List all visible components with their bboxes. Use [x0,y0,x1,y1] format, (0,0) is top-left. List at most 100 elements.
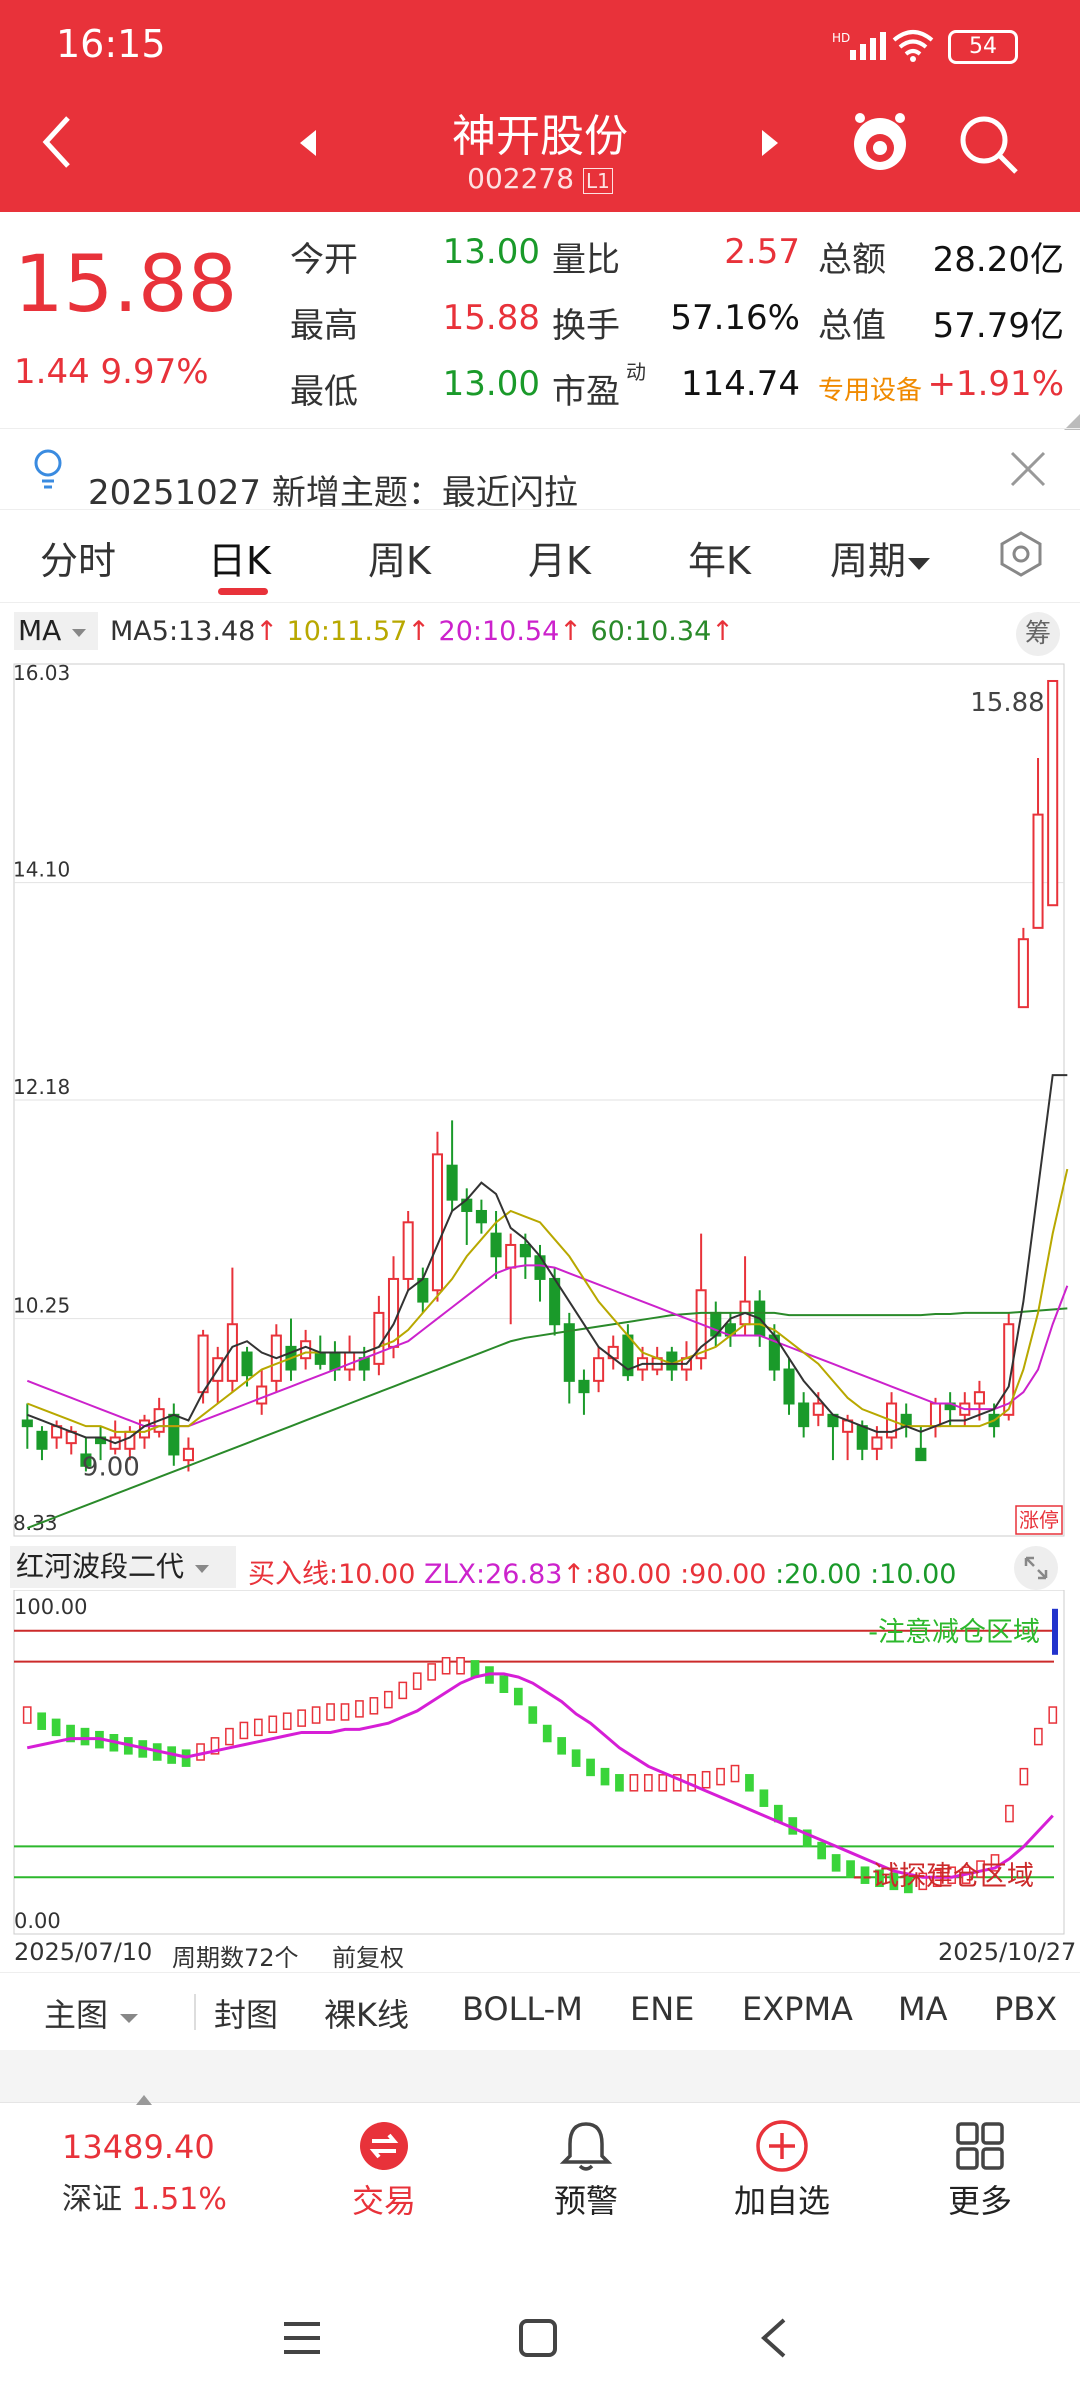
content-divider [0,2050,1080,2102]
wave-bar [875,1869,884,1888]
mascot-icon[interactable] [848,108,912,178]
bell-icon[interactable] [558,2118,614,2174]
toolbar-pbx[interactable]: PBX [994,1990,1058,2028]
wave-bar [802,1829,812,1847]
sub-indicator-values: 买入线:10.00 ZLX:26.83↑:80.00 :90.00 :20.00… [248,1559,957,1590]
main-chart-selector[interactable]: 主图 [44,1990,140,2036]
y-tick-label: 16.03 [13,661,70,685]
wifi-icon [890,28,936,64]
candle-body [387,1277,400,1348]
wave-bar [427,1663,437,1681]
wave-bar [860,1866,870,1884]
toolbar-naked-k[interactable]: 裸K线 [324,1996,409,2034]
stock-title: 神开股份 [452,111,628,162]
toolbar-seal-chart[interactable]: 封图 [214,1996,279,2034]
wave-bar [398,1681,408,1700]
wave-bar [210,1737,220,1755]
expand-icon[interactable] [1014,1546,1058,1590]
candle-body [915,1447,927,1462]
quote-label: 今开 [290,240,358,280]
quote-label: 量比 [552,240,620,280]
active-tab-indicator [218,588,268,595]
chip-distribution-button[interactable]: 筹 [1016,612,1060,656]
nav-trade[interactable]: 交易 [351,2182,416,2220]
nav-alert[interactable]: 预警 [553,2182,618,2220]
level-badge: L1 [582,168,613,194]
tab-intraday[interactable]: 分时 [40,539,117,583]
candle-body [446,1164,458,1201]
wave-bar [225,1727,234,1746]
candle-body [1047,679,1059,907]
candle-body [300,1340,312,1360]
close-icon[interactable] [1008,449,1048,489]
index-value[interactable]: 13489.40 [62,2128,215,2166]
nav-add-watchlist[interactable]: 加自选 [733,2182,830,2220]
candle-body [256,1385,268,1405]
quote-value: 28.20亿 [932,240,1064,280]
chevron-down-icon [908,558,931,570]
next-stock-button[interactable] [758,128,782,158]
candle-body [475,1209,487,1224]
period-count: 周期数72个 [172,1944,299,1972]
quote-label: 最高 [290,306,358,346]
candle-body [344,1351,356,1371]
wave-bar [831,1854,841,1872]
index-name[interactable]: 深证 1.51% [62,2182,227,2217]
tab-yearly-k[interactable]: 年K [688,539,751,583]
candle-body [505,1243,517,1269]
add-circle-icon[interactable] [754,2118,810,2174]
wave-bar [672,1774,682,1792]
candle-body [1017,938,1029,1009]
wave-bar [513,1687,523,1706]
tab-monthly-k[interactable]: 月K [528,539,591,583]
notice-bar[interactable]: 20251027 新增主题：最近闪拉 [0,428,1080,513]
pe-type-sup: 动 [626,360,646,384]
wave-bar [542,1724,552,1743]
sub-indicator-selector[interactable]: 红河波段二代 [10,1546,236,1588]
wave-bar [253,1718,263,1737]
candle-body [314,1351,326,1365]
wave-indicator-chart[interactable]: 100.00 0.00 -注意减仓区域 --试探建仓区域 [0,1590,1080,1936]
wave-bar [369,1697,379,1715]
menu-icon[interactable] [280,2318,324,2358]
prev-stock-button[interactable] [296,128,320,158]
wave-bar [586,1758,595,1777]
system-back-icon[interactable] [756,2316,792,2360]
grid-more-icon[interactable] [954,2120,1006,2172]
wave-bar [326,1703,335,1721]
candle-body [563,1323,575,1382]
wave-bar [615,1774,624,1792]
toolbar-expma[interactable]: EXPMA [742,1990,853,2028]
search-icon[interactable] [956,112,1022,178]
toolbar-boll-m[interactable]: BOLL-M [462,1990,583,2028]
adjustment-mode[interactable]: 前复权 [332,1944,404,1972]
quote-label: 最低 [290,372,358,412]
candlestick-chart[interactable]: 16.03 14.10 12.18 10.25 8.33 15.88 9.00 涨停 [0,658,1080,1542]
toolbar-ma[interactable]: MA [898,1990,948,2028]
toolbar-ene[interactable]: ENE [630,1990,695,2028]
nav-more[interactable]: 更多 [947,2182,1012,2220]
tab-daily-k[interactable]: 日K [208,539,271,583]
quote-value: 13.00 [442,232,540,272]
candle-body [666,1351,678,1371]
candle-body [929,1402,942,1428]
home-icon[interactable] [516,2316,560,2360]
wave-bar [889,1872,899,1891]
indicator-selector[interactable]: MA [14,612,98,650]
quote-value: +1.91% [927,364,1065,404]
trade-icon[interactable] [358,2120,410,2172]
chevron-down-icon [72,629,87,637]
corner-mark [1064,414,1080,430]
settings-hexagon-icon[interactable] [998,530,1044,578]
ma60-value: 60:10.34 [590,616,712,647]
tab-weekly-k[interactable]: 周K [368,539,431,583]
back-button[interactable] [38,112,78,172]
expand-up-icon[interactable] [136,2090,152,2105]
candle-body [402,1221,414,1280]
quote-value: 114.74 [681,364,800,404]
wave-bar [716,1767,725,1786]
tab-period[interactable]: 周期 [830,530,932,585]
lightbulb-icon [30,447,70,491]
wave-bar [1048,1706,1058,1724]
wave-bar [268,1715,278,1734]
